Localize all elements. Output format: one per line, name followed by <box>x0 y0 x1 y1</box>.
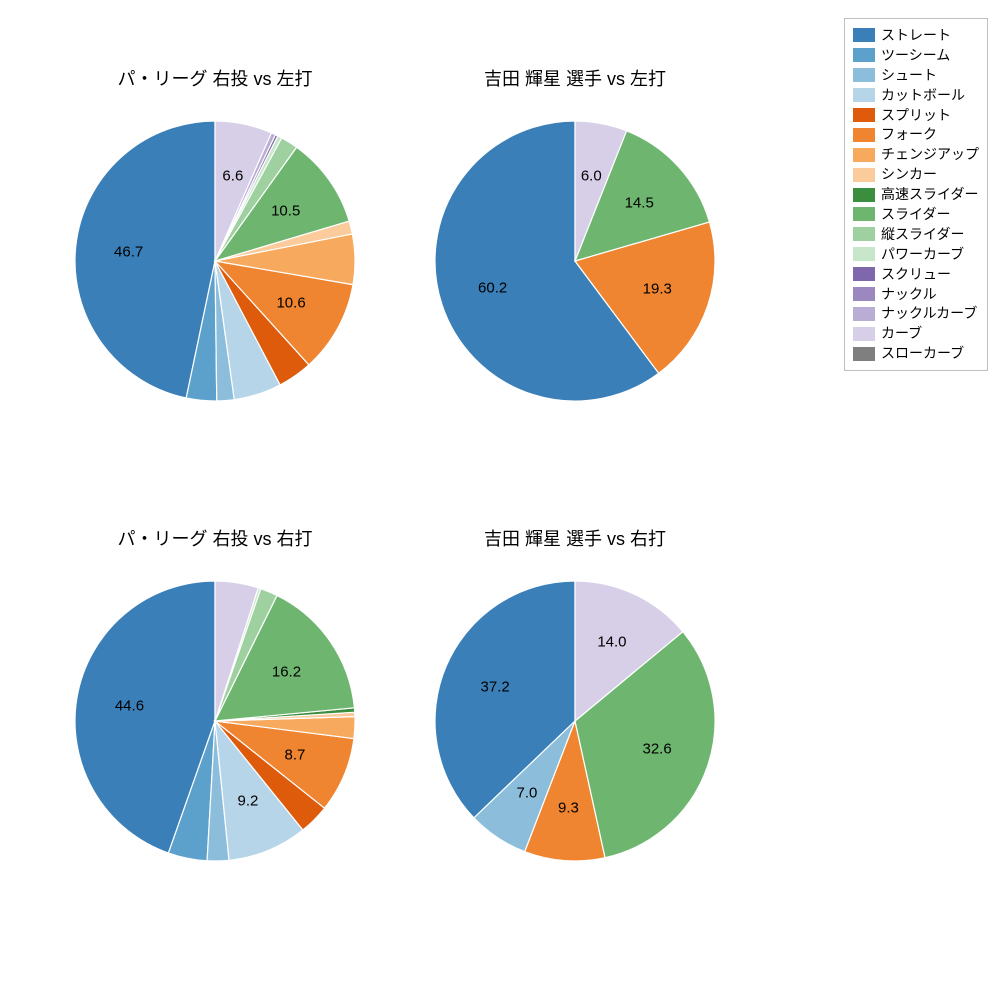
legend-item: カットボール <box>853 86 979 105</box>
pie-svg <box>435 121 715 401</box>
legend-item: シンカー <box>853 165 979 184</box>
legend-swatch <box>853 28 875 42</box>
legend-label: チェンジアップ <box>881 145 979 164</box>
legend-label: カットボール <box>881 86 965 105</box>
legend-item: ツーシーム <box>853 46 979 65</box>
legend-swatch <box>853 128 875 142</box>
slice-label: 6.6 <box>222 168 243 185</box>
pie-chart: 46.7 10.6 10.5 6.6 <box>75 121 355 401</box>
legend-swatch <box>853 287 875 301</box>
legend-item: スライダー <box>853 205 979 224</box>
pie-chart: 44.6 9.2 8.7 16.2 <box>75 581 355 861</box>
legend-label: スローカーブ <box>881 344 964 363</box>
legend-swatch <box>853 108 875 122</box>
legend-item: カーブ <box>853 324 979 343</box>
legend-swatch <box>853 247 875 261</box>
legend-label: パワーカーブ <box>881 245 964 264</box>
pie-svg <box>75 121 355 401</box>
slice-label: 44.6 <box>115 698 144 715</box>
legend-item: スクリュー <box>853 265 979 284</box>
chart-grid: パ・リーグ 右投 vs 左打 46.7 10.6 10.5 6.6 吉田 輝星 選手 … <box>40 40 760 960</box>
legend-label: シュート <box>881 66 937 85</box>
pie-chart: 60.2 19.3 14.5 6.0 <box>435 121 715 401</box>
legend-swatch <box>853 307 875 321</box>
legend-item: チェンジアップ <box>853 145 979 164</box>
legend-item: スプリット <box>853 106 979 125</box>
slice-label: 10.6 <box>276 294 305 311</box>
legend-item: 縦スライダー <box>853 225 979 244</box>
slice-label: 32.6 <box>642 741 671 758</box>
legend-swatch <box>853 207 875 221</box>
legend-swatch <box>853 327 875 341</box>
legend-swatch <box>853 88 875 102</box>
slice-label: 16.2 <box>272 663 301 680</box>
slice-label: 10.5 <box>271 202 300 219</box>
pie-slice <box>75 121 215 398</box>
slice-label: 6.0 <box>581 167 602 184</box>
slice-label: 37.2 <box>481 678 510 695</box>
slice-label: 7.0 <box>516 785 537 802</box>
legend-swatch <box>853 267 875 281</box>
pie-svg <box>435 581 715 861</box>
slice-label: 8.7 <box>285 746 306 763</box>
legend-label: スクリュー <box>881 265 951 284</box>
slice-label: 9.3 <box>558 799 579 816</box>
legend-label: ツーシーム <box>881 46 950 65</box>
legend-label: ナックル <box>881 285 937 304</box>
legend-swatch <box>853 227 875 241</box>
legend-item: ナックルカーブ <box>853 304 979 323</box>
legend-label: カーブ <box>881 324 922 343</box>
legend-item: パワーカーブ <box>853 245 979 264</box>
legend-label: スプリット <box>881 106 951 125</box>
panel-bottom-right: 吉田 輝星 選手 vs 右打 37.2 7.0 9.3 32.6 14.0 <box>400 500 750 940</box>
pie-svg <box>75 581 355 861</box>
legend-swatch <box>853 148 875 162</box>
slice-label: 46.7 <box>114 244 143 261</box>
legend-label: スライダー <box>881 205 950 224</box>
legend-item: 高速スライダー <box>853 185 979 204</box>
legend-item: ストレート <box>853 26 979 45</box>
legend-swatch <box>853 68 875 82</box>
pie-chart: 37.2 7.0 9.3 32.6 14.0 <box>435 581 715 861</box>
panel-top-right: 吉田 輝星 選手 vs 左打 60.2 19.3 14.5 6.0 <box>400 40 750 480</box>
panel-title: パ・リーグ 右投 vs 右打 <box>40 525 390 551</box>
panel-top-left: パ・リーグ 右投 vs 左打 46.7 10.6 10.5 6.6 <box>40 40 390 480</box>
legend-label: ナックルカーブ <box>881 304 977 323</box>
legend-item: ナックル <box>853 285 979 304</box>
legend-label: 高速スライダー <box>881 185 978 204</box>
legend-item: スローカーブ <box>853 344 979 363</box>
legend-swatch <box>853 48 875 62</box>
legend-item: フォーク <box>853 125 979 144</box>
legend-label: フォーク <box>881 125 937 144</box>
legend-label: ストレート <box>881 26 951 45</box>
panel-title: 吉田 輝星 選手 vs 右打 <box>400 525 750 551</box>
panel-title: 吉田 輝星 選手 vs 左打 <box>400 65 750 91</box>
slice-label: 60.2 <box>478 280 507 297</box>
slice-label: 9.2 <box>238 793 259 810</box>
slice-label: 14.5 <box>625 194 654 211</box>
legend: ストレートツーシームシュートカットボールスプリットフォークチェンジアップシンカー… <box>844 18 988 371</box>
legend-swatch <box>853 347 875 361</box>
legend-label: シンカー <box>881 165 937 184</box>
legend-swatch <box>853 168 875 182</box>
panel-title: パ・リーグ 右投 vs 左打 <box>40 65 390 91</box>
legend-label: 縦スライダー <box>881 225 964 244</box>
legend-swatch <box>853 188 875 202</box>
panel-bottom-left: パ・リーグ 右投 vs 右打 44.6 9.2 8.7 16.2 <box>40 500 390 940</box>
legend-item: シュート <box>853 66 979 85</box>
slice-label: 14.0 <box>597 634 626 651</box>
slice-label: 19.3 <box>643 280 672 297</box>
